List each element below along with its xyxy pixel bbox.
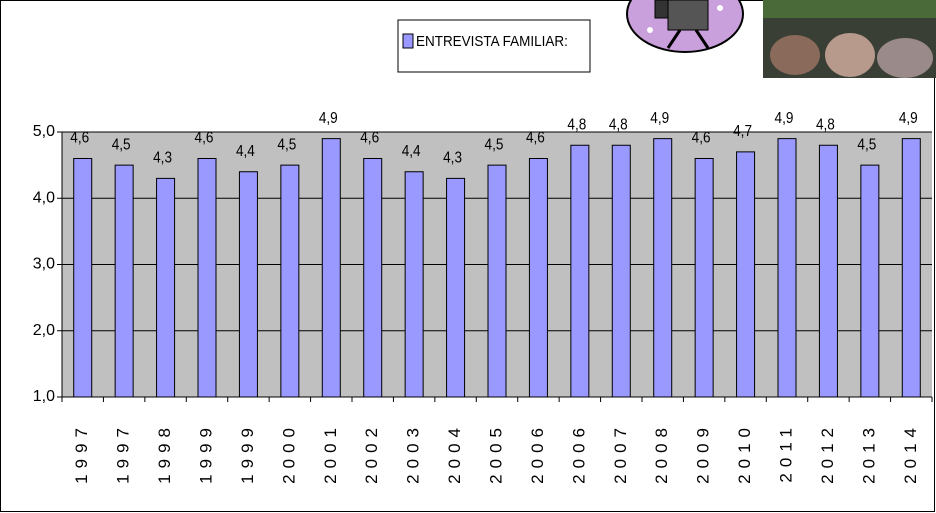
value-label: 4,6 (195, 130, 214, 147)
bar (860, 164, 880, 398)
x-tick-label: 2010 (735, 422, 754, 484)
value-label: 4,6 (526, 130, 545, 147)
bar (818, 144, 838, 398)
x-tick-label: 2005 (486, 422, 505, 484)
y-tick-label: 3,0 (33, 256, 55, 273)
x-tick-label: 2006 (528, 422, 547, 484)
x-tick-label: 2001 (321, 422, 340, 484)
x-tick-label: 2014 (901, 422, 920, 484)
bar (238, 171, 258, 398)
y-tick-label: 4,0 (33, 189, 55, 206)
x-tick-label: 2008 (652, 422, 671, 484)
value-label: 4,5 (277, 136, 296, 153)
y-tick-label: 1,0 (33, 388, 55, 405)
value-label: 4,9 (319, 110, 338, 127)
value-label: 4,8 (816, 117, 835, 134)
legend-swatch (402, 33, 414, 49)
value-label: 4,3 (153, 150, 172, 167)
bar (487, 164, 507, 398)
bar (611, 144, 631, 398)
plot-layer: 1,0 2,0 3,0 4,0 5,0 1997 4,6 1997 4,5 1998 4,3 1999… (33, 110, 933, 484)
x-tick-label: 1997 (72, 422, 91, 484)
x-tick-label: 2013 (859, 422, 878, 484)
value-label: 4,6 (70, 130, 89, 147)
bar (570, 144, 590, 398)
x-tick-label: 1998 (155, 422, 174, 484)
value-label: 4,6 (360, 130, 379, 147)
x-tick-label: 1999 (238, 422, 257, 484)
bar (528, 158, 548, 398)
bar (197, 158, 217, 398)
y-tick-label: 2,0 (33, 322, 55, 339)
x-tick-label: 2003 (404, 422, 423, 484)
bar (363, 158, 383, 398)
legend-label: ENTREVISTA FAMILIAR: (416, 33, 568, 50)
bar (736, 151, 756, 398)
camera-clipart (626, 0, 744, 53)
value-label: 4,8 (609, 117, 628, 134)
x-tick-label: 2007 (611, 422, 630, 484)
x-tick-label: 2002 (362, 422, 381, 484)
x-tick-label: 2006 (569, 422, 588, 484)
x-tick-label: 2000 (279, 422, 298, 484)
bar (404, 171, 424, 398)
bar (156, 177, 176, 398)
value-label: 4,4 (402, 143, 421, 160)
value-label: 4,6 (692, 130, 711, 147)
bar (446, 177, 466, 398)
x-tick-label: 2009 (694, 422, 713, 484)
legend-box (397, 19, 591, 73)
value-label: 4,8 (567, 117, 586, 134)
bar (777, 138, 797, 398)
value-label: 4,9 (899, 110, 918, 127)
value-label: 4,5 (857, 136, 876, 153)
y-tick-label: 5,0 (33, 123, 55, 140)
bar (73, 158, 93, 398)
bar (694, 158, 714, 398)
x-tick-label: 1999 (196, 422, 215, 484)
x-tick-label: 2012 (818, 422, 837, 484)
x-tick-label: 2011 (776, 422, 795, 483)
value-label: 4,4 (236, 143, 255, 160)
bar (901, 138, 921, 398)
x-tick-label: 2004 (445, 422, 464, 484)
value-label: 4,5 (485, 136, 504, 153)
value-label: 4,9 (775, 110, 794, 127)
bar (280, 164, 300, 398)
photo (763, 0, 936, 78)
x-tick-label: 1997 (114, 422, 133, 484)
bar (653, 138, 673, 398)
bar (321, 138, 341, 398)
value-label: 4,7 (733, 123, 752, 140)
value-label: 4,9 (650, 110, 669, 127)
bar (114, 164, 134, 398)
value-label: 4,5 (112, 136, 131, 153)
value-label: 4,3 (443, 150, 462, 167)
